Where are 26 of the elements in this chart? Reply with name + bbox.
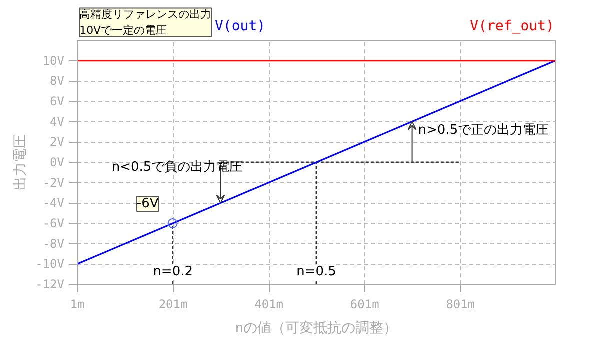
y-tick-label: -12V xyxy=(36,278,65,292)
series-label: V(ref_out) xyxy=(470,18,554,34)
y-tick-label: 4V xyxy=(50,114,65,129)
y-tick-label: 8V xyxy=(50,74,65,88)
y-axis-title: 出力電圧 xyxy=(12,134,28,190)
x-tick-label: 401m xyxy=(254,298,284,312)
x-tick-label: 1m xyxy=(70,298,85,312)
y-tick-label: 10V xyxy=(42,54,65,68)
text: V(out) xyxy=(215,18,266,34)
y-tick-label: 2V xyxy=(50,135,65,150)
x-axis-title: nの値（可変抵抗の調整） xyxy=(236,320,398,336)
x-tick-label: 601m xyxy=(350,298,380,312)
x-tick-label: 201m xyxy=(158,298,188,312)
annotation: n=0.5 xyxy=(296,264,336,280)
annotation: -6V xyxy=(136,196,159,212)
y-tick-label: -2V xyxy=(42,176,65,190)
y-tick-label: 6V xyxy=(50,94,65,108)
x-tick-label: 801m xyxy=(446,298,476,312)
annotation: n=0.2 xyxy=(153,264,194,280)
y-tick-label: -6V xyxy=(42,216,65,230)
y-tick-label: -8V xyxy=(42,236,65,251)
y-tick-label: 0V xyxy=(50,156,65,170)
annotation: n>0.5で正の出力電圧 xyxy=(418,122,550,138)
y-tick-label: -4V xyxy=(42,196,65,210)
y-tick-label: -10V xyxy=(36,257,65,272)
annotation: 高精度リファレンスの出力 10Vで一定の電圧 xyxy=(80,8,212,37)
